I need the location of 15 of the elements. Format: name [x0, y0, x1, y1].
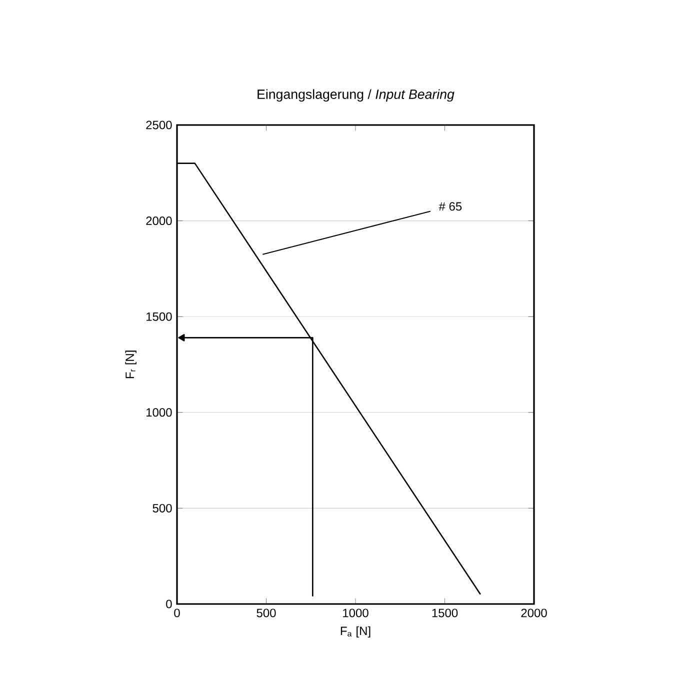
x-tick-label: 1000 — [343, 608, 368, 618]
y-tick-label: 1000 — [146, 408, 172, 417]
y-tick-label: 500 — [152, 504, 172, 512]
chart-title: Eingangslagerung / Input Bearing — [258, 89, 454, 102]
x-tick-label: 0 — [174, 608, 180, 618]
x-tick-label: 2000 — [521, 608, 547, 618]
x-tick-label: 500 — [256, 608, 276, 618]
y-tick-label: 1500 — [146, 312, 172, 321]
x-tick-label: 1500 — [432, 608, 458, 618]
y-tick-label: 0 — [166, 600, 172, 608]
x-axis-title: F$_{a}$ [N] — [340, 626, 370, 638]
y-axis-title: F$_{r}$ [N] — [125, 350, 136, 378]
annotation: # 65 — [438, 202, 462, 211]
y-tick-label: 2500 — [146, 120, 172, 130]
y-tick-label: 2000 — [146, 216, 172, 226]
